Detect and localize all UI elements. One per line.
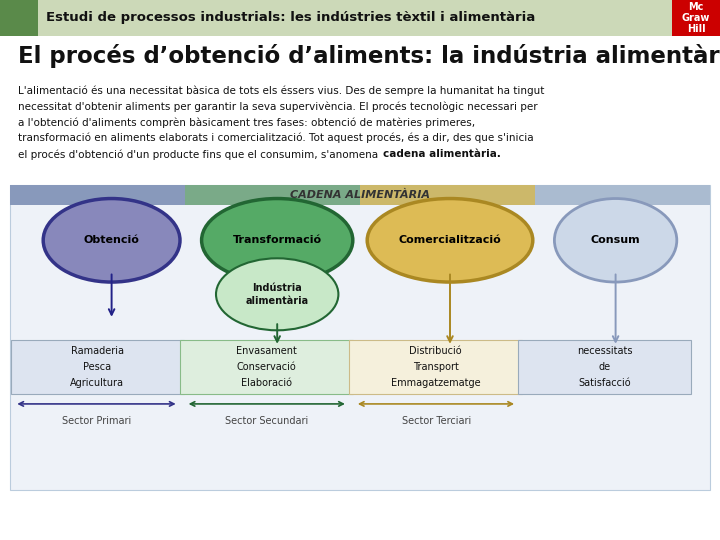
Text: el procés d'obtenció d'un producte fins que el consumim, s'anomena: el procés d'obtenció d'un producte fins … (18, 149, 382, 159)
Text: Distribució: Distribució (409, 346, 462, 356)
Text: Sector Secundari: Sector Secundari (225, 416, 309, 426)
Text: Pesca: Pesca (83, 362, 112, 372)
Text: Envasament: Envasament (236, 346, 297, 356)
FancyBboxPatch shape (349, 340, 522, 394)
Ellipse shape (202, 199, 353, 282)
FancyBboxPatch shape (11, 340, 184, 394)
Text: Mc
Graw
Hill: Mc Graw Hill (682, 2, 710, 34)
Text: El procés d’obtenció d’aliments: la indústria alimentària: El procés d’obtenció d’aliments: la indú… (18, 44, 720, 68)
Ellipse shape (367, 199, 533, 282)
Text: Obtenció: Obtenció (84, 235, 140, 245)
Text: de: de (599, 362, 611, 372)
Text: Transformació: Transformació (233, 235, 322, 245)
FancyBboxPatch shape (0, 0, 38, 36)
FancyBboxPatch shape (448, 185, 535, 205)
Text: Conservació: Conservació (237, 362, 296, 372)
FancyBboxPatch shape (272, 185, 360, 205)
Text: transformació en aliments elaborats i comercialització. Tot aquest procés, és a : transformació en aliments elaborats i co… (18, 133, 534, 144)
FancyBboxPatch shape (97, 185, 185, 205)
FancyBboxPatch shape (185, 185, 272, 205)
Ellipse shape (216, 258, 338, 330)
Text: cadena alimentària.: cadena alimentària. (383, 149, 501, 159)
Text: Agricultura: Agricultura (71, 379, 125, 388)
FancyBboxPatch shape (360, 185, 448, 205)
Text: necessitats: necessitats (577, 346, 633, 356)
Ellipse shape (554, 199, 677, 282)
Text: necessitat d'obtenir aliments per garantir la seva supervivència. El procés tecn: necessitat d'obtenir aliments per garant… (18, 101, 538, 111)
FancyBboxPatch shape (518, 340, 691, 394)
Text: Consum: Consum (591, 235, 640, 245)
Text: Indústria
alimentària: Indústria alimentària (246, 283, 309, 306)
Text: Transport: Transport (413, 362, 459, 372)
FancyBboxPatch shape (672, 0, 720, 36)
Text: Emmagatzematge: Emmagatzematge (391, 379, 480, 388)
Text: Sector Terciari: Sector Terciari (402, 416, 471, 426)
Text: a l'obtenció d'aliments comprèn bàsicament tres fases: obtenció de matèries prim: a l'obtenció d'aliments comprèn bàsicame… (18, 117, 475, 127)
Text: Elaboració: Elaboració (241, 379, 292, 388)
Ellipse shape (43, 199, 180, 282)
FancyBboxPatch shape (623, 185, 710, 205)
FancyBboxPatch shape (10, 185, 710, 490)
FancyBboxPatch shape (535, 185, 623, 205)
FancyBboxPatch shape (0, 0, 720, 36)
Text: Satisfacció: Satisfacció (578, 379, 631, 388)
Text: Comercialització: Comercialització (399, 235, 501, 245)
Text: L'alimentació és una necessitat bàsica de tots els éssers vius. Des de sempre la: L'alimentació és una necessitat bàsica d… (18, 85, 544, 96)
Text: CADENA ALIMENTÀRIA: CADENA ALIMENTÀRIA (290, 190, 430, 200)
FancyBboxPatch shape (180, 340, 353, 394)
Text: Estudi de processos industrials: les indústries tèxtil i alimentària: Estudi de processos industrials: les ind… (46, 11, 535, 24)
Text: Ramaderia: Ramaderia (71, 346, 124, 356)
FancyBboxPatch shape (10, 185, 97, 205)
Text: Sector Primari: Sector Primari (62, 416, 131, 426)
